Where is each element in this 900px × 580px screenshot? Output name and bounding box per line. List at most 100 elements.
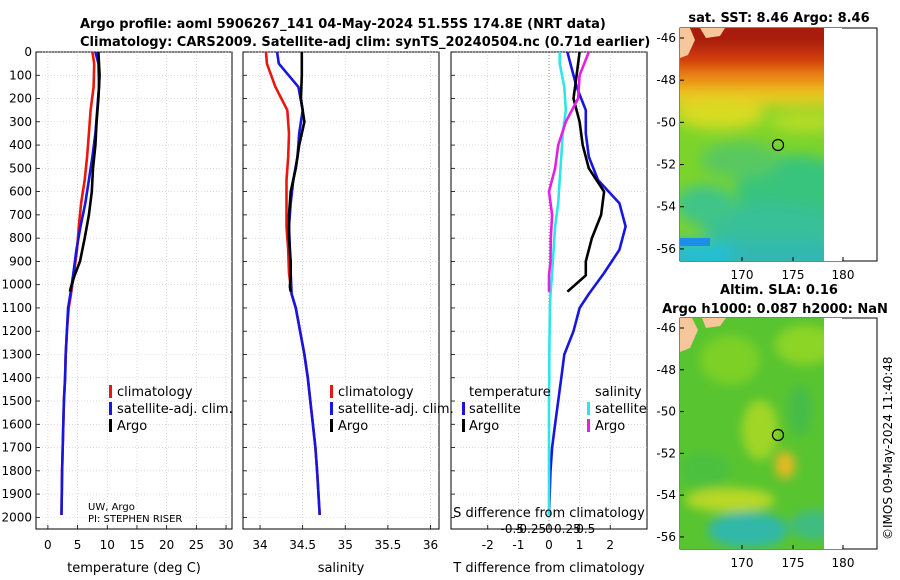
legend-label-sal-argo: Argo <box>595 419 625 434</box>
lon-tick-label: 175 <box>782 268 805 282</box>
depth-tick-label: 100 <box>9 68 32 82</box>
legend-mark-sal-argo <box>587 419 590 432</box>
s-diff-tick-label: 0.25 <box>554 522 581 536</box>
depth-tick-label: 300 <box>9 115 32 129</box>
sla-map-title-2: Argo h1000: 0.087 h2000: NaN <box>662 302 888 317</box>
legend-label-satellite: satellite-adj. clim. <box>117 402 233 417</box>
legend-label-argo: Argo <box>117 419 147 434</box>
x-tick-label: 30 <box>218 538 233 552</box>
sla-heatmap <box>680 318 842 549</box>
lon-tick-label: 175 <box>782 556 805 570</box>
series-line <box>68 52 101 292</box>
depth-tick-label: 2000 <box>1 510 32 524</box>
lat-tick-label: -50 <box>656 115 676 129</box>
sla-map-title-1: Altim. SLA: 0.16 <box>720 283 838 298</box>
lat-tick-label: -50 <box>656 405 676 419</box>
x-tick-label: 0 <box>44 538 52 552</box>
s-diff-tick-label: 0.5 <box>576 522 595 536</box>
legend-label-climatology: climatology <box>338 385 414 400</box>
legend-mark-argo <box>330 419 333 432</box>
legend-mark-satellite <box>109 402 112 415</box>
lon-tick-label: 170 <box>731 268 754 282</box>
legend-mark-sal-satellite <box>587 402 590 415</box>
x-tick-label: 10 <box>100 538 115 552</box>
sst-map-title: sat. SST: 8.46 Argo: 8.46 <box>688 11 869 26</box>
s-diff-tick-label: 0 <box>545 522 553 536</box>
credit-line-2: PI: STEPHEN RISER <box>88 514 182 525</box>
timestamp: ©IMOS 09-May-2024 11:40:48 <box>881 356 895 540</box>
depth-tick-label: 200 <box>9 92 32 106</box>
x-tick-label: 1 <box>576 538 584 552</box>
lat-tick-label: -46 <box>656 321 676 335</box>
lat-tick-label: -46 <box>656 31 676 45</box>
x-tick-label: 36 <box>423 538 438 552</box>
temperature-axis-label: temperature (deg C) <box>67 561 201 576</box>
depth-tick-label: 1800 <box>1 464 32 478</box>
lat-tick-label: -52 <box>656 446 676 460</box>
x-tick-label: 25 <box>189 538 204 552</box>
s-diff-tick-label: -0.25 <box>515 522 546 536</box>
series-line <box>566 52 606 293</box>
legend-mark-temp-satellite <box>462 402 465 415</box>
depth-tick-label: 1100 <box>1 301 32 315</box>
lat-tick-label: -54 <box>656 488 676 502</box>
argo-location-marker <box>771 428 785 442</box>
x-tick-label: 35 <box>338 538 353 552</box>
lat-tick-label: -56 <box>656 530 676 544</box>
x-tick-label: 15 <box>129 538 144 552</box>
depth-tick-label: 1900 <box>1 487 32 501</box>
title-line-2: Climatology: CARS2009. Satellite-adj cli… <box>80 35 650 50</box>
legend-label-sal-satellite: satellite <box>595 402 647 417</box>
depth-tick-label: 1400 <box>1 371 32 385</box>
series-line <box>287 52 306 292</box>
x-tick-label: 2 <box>606 538 614 552</box>
t-difference-axis-label: T difference from climatology <box>452 561 645 576</box>
series-line <box>547 52 627 516</box>
x-tick-label: -1 <box>512 538 524 552</box>
depth-tick-label: 1200 <box>1 324 32 338</box>
legend-mark-climatology <box>109 385 112 398</box>
lon-tick-label: 180 <box>832 556 855 570</box>
depth-tick-label: 0 <box>24 45 32 59</box>
depth-tick-label: 700 <box>9 208 32 222</box>
s-diff-tick-label: -0.5 <box>501 522 524 536</box>
legend-label-satellite: satellite-adj. clim. <box>338 402 454 417</box>
depth-tick-label: 1300 <box>1 347 32 361</box>
credit-line-1: UW, Argo <box>88 502 135 513</box>
depth-tick-label: 1700 <box>1 441 32 455</box>
legend-title-temperature: temperature <box>469 385 551 400</box>
salinity-axis-label: salinity <box>318 561 365 576</box>
lat-tick-label: -56 <box>656 242 676 256</box>
x-tick-label: 20 <box>159 538 174 552</box>
depth-tick-label: 1000 <box>1 278 32 292</box>
x-tick-label: -2 <box>482 538 494 552</box>
lon-tick-label: 170 <box>731 556 754 570</box>
salinity-panel <box>242 51 440 530</box>
depth-tick-label: 1500 <box>1 394 32 408</box>
legend-label-temp-argo: Argo <box>469 419 499 434</box>
x-tick-label: 34 <box>252 538 267 552</box>
legend-mark-climatology <box>330 385 333 398</box>
legend-label-argo: Argo <box>338 419 368 434</box>
x-tick-label: 5 <box>74 538 82 552</box>
legend-label-temp-satellite: satellite <box>469 402 521 417</box>
series-line <box>547 52 568 515</box>
lat-tick-label: -48 <box>656 73 676 87</box>
lat-tick-label: -54 <box>656 200 676 214</box>
lat-tick-label: -48 <box>656 363 676 377</box>
legend-mark-temp-argo <box>462 419 465 432</box>
argo-location-marker <box>771 138 785 152</box>
series-line <box>547 52 591 292</box>
depth-tick-label: 500 <box>9 161 32 175</box>
temperature-panel <box>35 51 233 530</box>
legend-label-climatology: climatology <box>117 385 193 400</box>
legend-mark-satellite <box>330 402 333 415</box>
lon-tick-label: 180 <box>832 268 855 282</box>
sst-heatmap <box>680 28 842 261</box>
depth-tick-label: 900 <box>9 254 32 268</box>
depth-tick-label: 400 <box>9 138 32 152</box>
x-tick-label: 0 <box>545 538 553 552</box>
depth-tick-label: 800 <box>9 231 32 245</box>
title-line-1: Argo profile: aoml 5906267_141 04-May-20… <box>80 17 606 32</box>
